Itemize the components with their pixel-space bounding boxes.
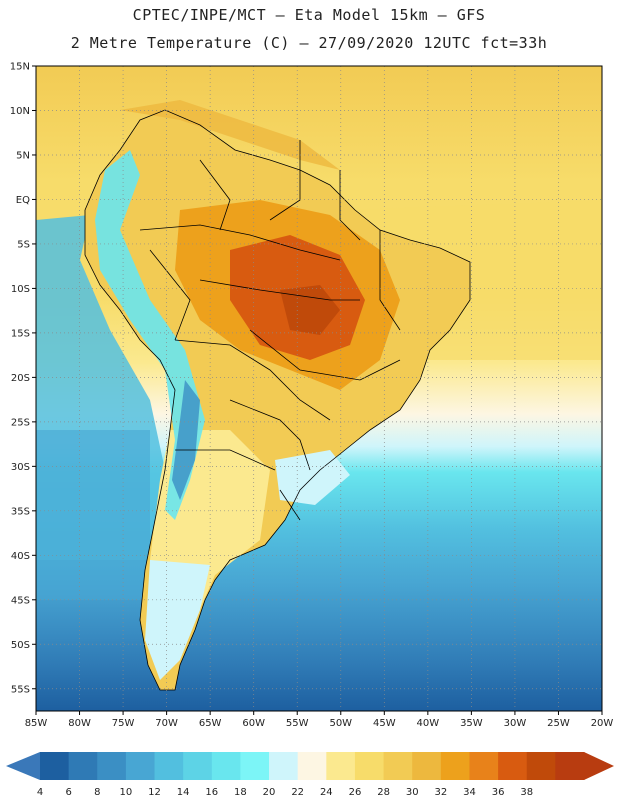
legend-high-arrow: [584, 752, 614, 780]
legend-value-label: 38: [520, 787, 533, 798]
legend-color-box: [326, 752, 356, 780]
legend-color-box: [383, 752, 413, 780]
chart-title-line-2: 2 Metre Temperature (C) – 27/09/2020 12U…: [70, 34, 548, 52]
lon-label: 55W: [286, 718, 309, 729]
lat-label: 5S: [17, 239, 30, 250]
legend-value-label: 4: [37, 787, 43, 798]
lon-label: 40W: [417, 718, 440, 729]
pacific-cool-band: [36, 430, 150, 600]
legend-value-label: 26: [349, 787, 362, 798]
lon-label: 50W: [329, 718, 352, 729]
lat-label: 25S: [11, 417, 30, 428]
lon-label: 35W: [460, 718, 483, 729]
legend-color-box: [125, 752, 156, 780]
lon-label: 20W: [591, 718, 614, 729]
patagonia-cool: [145, 560, 210, 680]
lat-label: 55S: [11, 684, 30, 695]
lat-label: EQ: [16, 195, 30, 206]
legend-value-label: 30: [406, 787, 419, 798]
legend-value-label: 6: [65, 787, 71, 798]
lon-label: 65W: [199, 718, 222, 729]
legend-value-label: 32: [434, 787, 447, 798]
lon-label: 85W: [25, 718, 48, 729]
legend-color-box: [498, 752, 528, 780]
lat-label: 30S: [11, 462, 30, 473]
lat-label: 20S: [11, 373, 30, 384]
legend-color-box: [297, 752, 327, 780]
legend-value-label: 18: [234, 787, 247, 798]
andes-cold-strip: [95, 150, 205, 520]
caribbean-coast-band: [120, 100, 340, 170]
legend-color-box: [97, 752, 127, 780]
lon-label: 75W: [112, 718, 135, 729]
map-frame: [35, 65, 603, 712]
lat-label: 40S: [11, 551, 30, 562]
lat-label: 10S: [11, 284, 30, 295]
legend-color-box: [555, 752, 585, 780]
lon-label: 45W: [373, 718, 396, 729]
lat-label: 15N: [10, 62, 30, 73]
chart-title-line-1: CPTEC/INPE/MCT – Eta Model 15km – GFS: [132, 6, 486, 24]
country-borders: [84, 109, 471, 691]
legend-value-label: 24: [320, 787, 333, 798]
legend-value-label: 36: [492, 787, 505, 798]
legend-color-box: [211, 752, 241, 780]
lon-label: 30W: [504, 718, 527, 729]
legend-value-label: 28: [377, 787, 390, 798]
color-legend: 4 6 8 10 12 14 16 18 20 22 24 26 28 30 32 34 36 38: [6, 752, 614, 798]
legend-color-box: [440, 752, 470, 780]
legend-low-arrow: [6, 752, 40, 780]
legend-color-box: [240, 752, 270, 780]
lat-label: 5N: [16, 150, 30, 161]
hottest-core-zone: [280, 285, 340, 335]
legend-color-box: [154, 752, 184, 780]
lat-label: 45S: [11, 595, 30, 606]
lon-label: 60W: [242, 718, 265, 729]
legend-value-label: 34: [463, 787, 476, 798]
lat-label: 10N: [10, 106, 30, 117]
legend-color-box: [526, 752, 556, 780]
legend-color-box: [183, 752, 213, 780]
legend-value-label: 10: [120, 787, 133, 798]
legend-value-label: 16: [205, 787, 218, 798]
legend-value-label: 22: [291, 787, 304, 798]
lat-label: 50S: [11, 640, 30, 651]
legend-color-box: [68, 752, 98, 780]
lat-label: 15S: [11, 328, 30, 339]
lon-label: 25W: [547, 718, 570, 729]
legend-color-box: [469, 752, 499, 780]
legend-value-label: 20: [263, 787, 276, 798]
legend-color-box: [269, 752, 299, 780]
legend-value-label: 12: [148, 787, 161, 798]
legend-value-label: 14: [177, 787, 190, 798]
lon-label: 70W: [155, 718, 178, 729]
lon-label: 80W: [68, 718, 91, 729]
andes-cold-core: [172, 380, 200, 500]
legend-color-box: [412, 752, 442, 780]
legend-color-box: [354, 752, 385, 780]
lat-label: 35S: [11, 506, 30, 517]
legend-value-label: 8: [94, 787, 100, 798]
legend-color-box: [40, 752, 70, 780]
